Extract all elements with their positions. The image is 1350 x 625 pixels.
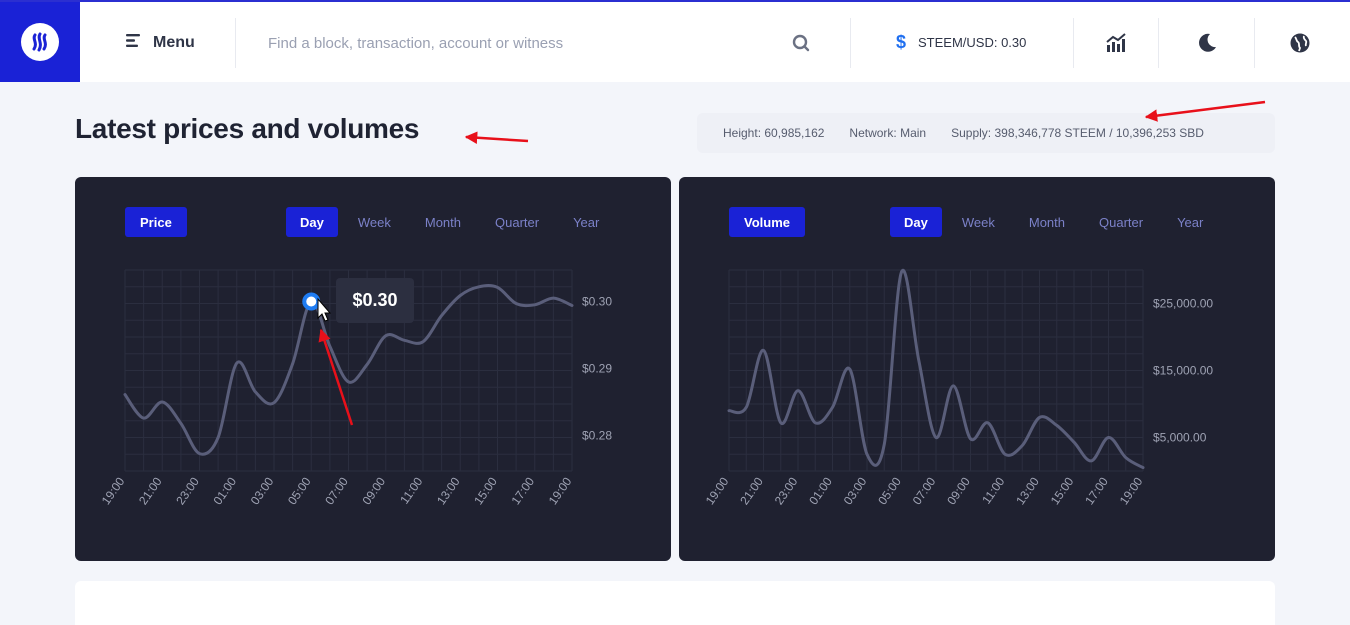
tab-week[interactable]: Week: [357, 214, 391, 230]
y-tick-label: $25,000.00: [1153, 297, 1213, 311]
tab-month[interactable]: Month: [1028, 214, 1065, 230]
volume-range-tabs: Day Week Month Quarter Year: [890, 207, 1217, 237]
x-tick-label: 09:00: [944, 474, 973, 507]
dollar-icon: $: [896, 32, 907, 52]
menu-icon: [126, 34, 141, 52]
x-tick-label: 15:00: [1048, 474, 1077, 507]
price-range-tabs: Day Week Month Quarter Year: [286, 207, 613, 237]
x-tick-label: 19:00: [1117, 474, 1146, 507]
top-navigation-bar: Menu $ STEEM/USD: 0.30: [0, 0, 1350, 82]
steem-price-display[interactable]: $ STEEM/USD: 0.30: [896, 32, 1026, 53]
x-tick-label: 17:00: [509, 474, 538, 507]
series-line: [727, 268, 1145, 470]
x-tick-label: 05:00: [285, 474, 314, 507]
volume-chart-card: $5,000.00 $15,000.00 $25,000.00 19:00 21:00 2…: [679, 177, 1275, 561]
x-tick-label: 17:00: [1082, 474, 1111, 507]
x-tick-label: 01:00: [211, 474, 240, 507]
x-tick-label: 13:00: [434, 474, 463, 507]
steem-logo[interactable]: [0, 2, 80, 82]
x-tick-label: 05:00: [875, 474, 904, 507]
x-tick-label: 23:00: [772, 474, 801, 507]
price-chart: $0.28 $0.29 $0.30 19:00 21:00 23:00 01:00 03:00…: [99, 269, 612, 507]
y-tick-label: $0.29: [582, 361, 612, 375]
annotation-arrow: [464, 131, 529, 144]
tab-day[interactable]: Day: [890, 207, 942, 237]
x-tick-label: 11:00: [397, 474, 425, 506]
x-tick-label: 13:00: [1013, 474, 1042, 507]
y-tick-label: $5,000.00: [1153, 431, 1207, 445]
divider: [1073, 18, 1074, 68]
divider: [1254, 18, 1255, 68]
network-name: Network: Main: [849, 126, 927, 140]
volume-chip: Volume: [729, 207, 805, 237]
hover-marker: [302, 292, 321, 311]
network-stats-bar: Height: 60,985,162 Network: Main Supply:…: [697, 113, 1275, 153]
y-tick-label: $15,000.00: [1153, 364, 1213, 378]
menu-label: Menu: [153, 34, 195, 51]
tab-week[interactable]: Week: [961, 214, 995, 230]
x-tick-label: 21:00: [737, 474, 766, 507]
moon-icon[interactable]: [1196, 32, 1218, 59]
tab-quarter[interactable]: Quarter: [495, 214, 540, 230]
x-tick-label: 09:00: [360, 474, 389, 507]
price-tooltip: $0.30: [336, 278, 414, 323]
divider: [850, 18, 851, 68]
x-tick-label: 03:00: [841, 474, 870, 507]
chart-icon[interactable]: [1105, 32, 1127, 59]
tab-year[interactable]: Year: [1177, 214, 1204, 230]
x-tick-label: 01:00: [806, 474, 835, 507]
y-tick-label: $0.28: [582, 428, 612, 442]
search-icon[interactable]: [792, 34, 810, 57]
steem-logo-icon: [21, 23, 59, 61]
x-tick-label: 21:00: [136, 474, 165, 507]
x-tick-label: 11:00: [979, 474, 1007, 506]
price-chart-card: $0.28 $0.29 $0.30 19:00 21:00 23:00 01:00 03:00…: [75, 177, 671, 561]
tab-year[interactable]: Year: [573, 214, 600, 230]
steem-price-label: STEEM/USD: 0.30: [918, 35, 1027, 50]
price-chip: Price: [125, 207, 187, 237]
x-tick-label: 15:00: [471, 474, 500, 507]
search-bar: [268, 26, 818, 60]
search-input[interactable]: [268, 34, 778, 52]
tab-month[interactable]: Month: [424, 214, 461, 230]
block-height: Height: 60,985,162: [723, 126, 825, 140]
x-tick-label: 07:00: [910, 474, 939, 507]
x-tick-label: 19:00: [546, 474, 575, 507]
x-tick-label: 23:00: [173, 474, 202, 507]
divider: [1158, 18, 1159, 68]
tab-day[interactable]: Day: [286, 207, 338, 237]
x-tick-label: 19:00: [703, 474, 732, 507]
menu-button[interactable]: Menu: [126, 30, 195, 56]
x-tick-label: 03:00: [248, 474, 277, 507]
divider: [235, 18, 236, 68]
x-tick-label: 07:00: [322, 474, 351, 507]
supply-info: Supply: 398,346,778 STEEM / 10,396,253 S…: [951, 126, 1204, 140]
tab-quarter[interactable]: Quarter: [1099, 214, 1144, 230]
x-tick-label: 19:00: [99, 474, 128, 507]
content-card: [75, 581, 1275, 625]
globe-icon[interactable]: [1289, 32, 1311, 59]
y-tick-label: $0.30: [582, 294, 612, 308]
page-title: Latest prices and volumes: [75, 113, 420, 144]
